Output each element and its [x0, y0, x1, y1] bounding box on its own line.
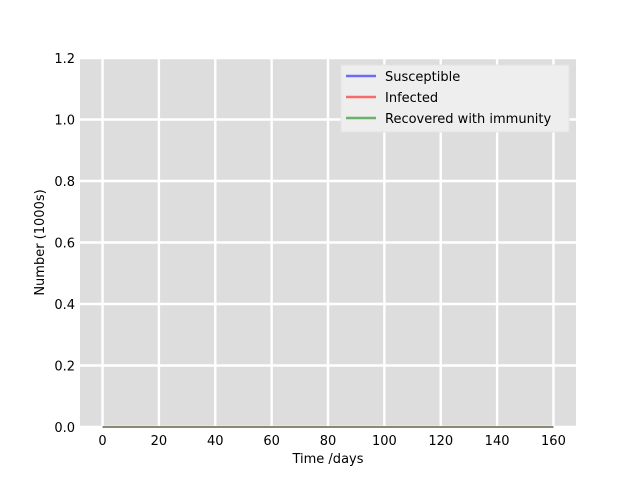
x-tick-label: 0 — [98, 434, 106, 449]
y-tick-label: 0.8 — [54, 175, 75, 190]
legend: Susceptible Infected Recovered with immuni… — [340, 64, 570, 133]
y-tick-label: 0.2 — [54, 360, 75, 375]
legend-label: Infected — [385, 91, 438, 106]
x-tick-label: 140 — [485, 434, 510, 449]
x-tick-label: 160 — [541, 434, 566, 449]
y-tick-label: 0.6 — [54, 237, 75, 252]
x-tick-label: 80 — [320, 434, 337, 449]
x-axis-label: Time /days — [291, 452, 363, 467]
x-tick-label: 120 — [428, 434, 453, 449]
legend-label: Susceptible — [385, 70, 460, 85]
x-tick-label: 40 — [207, 434, 224, 449]
legend-label: Recovered with immunity — [385, 112, 552, 127]
y-tick-label: 0.4 — [54, 298, 75, 313]
legend-box — [340, 64, 570, 133]
x-tick-label: 100 — [372, 434, 397, 449]
y-tick-label: 1.0 — [54, 114, 75, 129]
x-tick-label: 60 — [263, 434, 280, 449]
tick-labels: 0 20 40 60 80 100 120 140 160 0.0 0.2 0.4 0.6 0.8 1.0 1… — [54, 52, 566, 449]
y-tick-label: 1.2 — [54, 52, 75, 67]
y-tick-label: 0.0 — [54, 421, 75, 436]
y-axis-label: Number (1000s) — [33, 189, 48, 295]
x-tick-label: 20 — [151, 434, 168, 449]
